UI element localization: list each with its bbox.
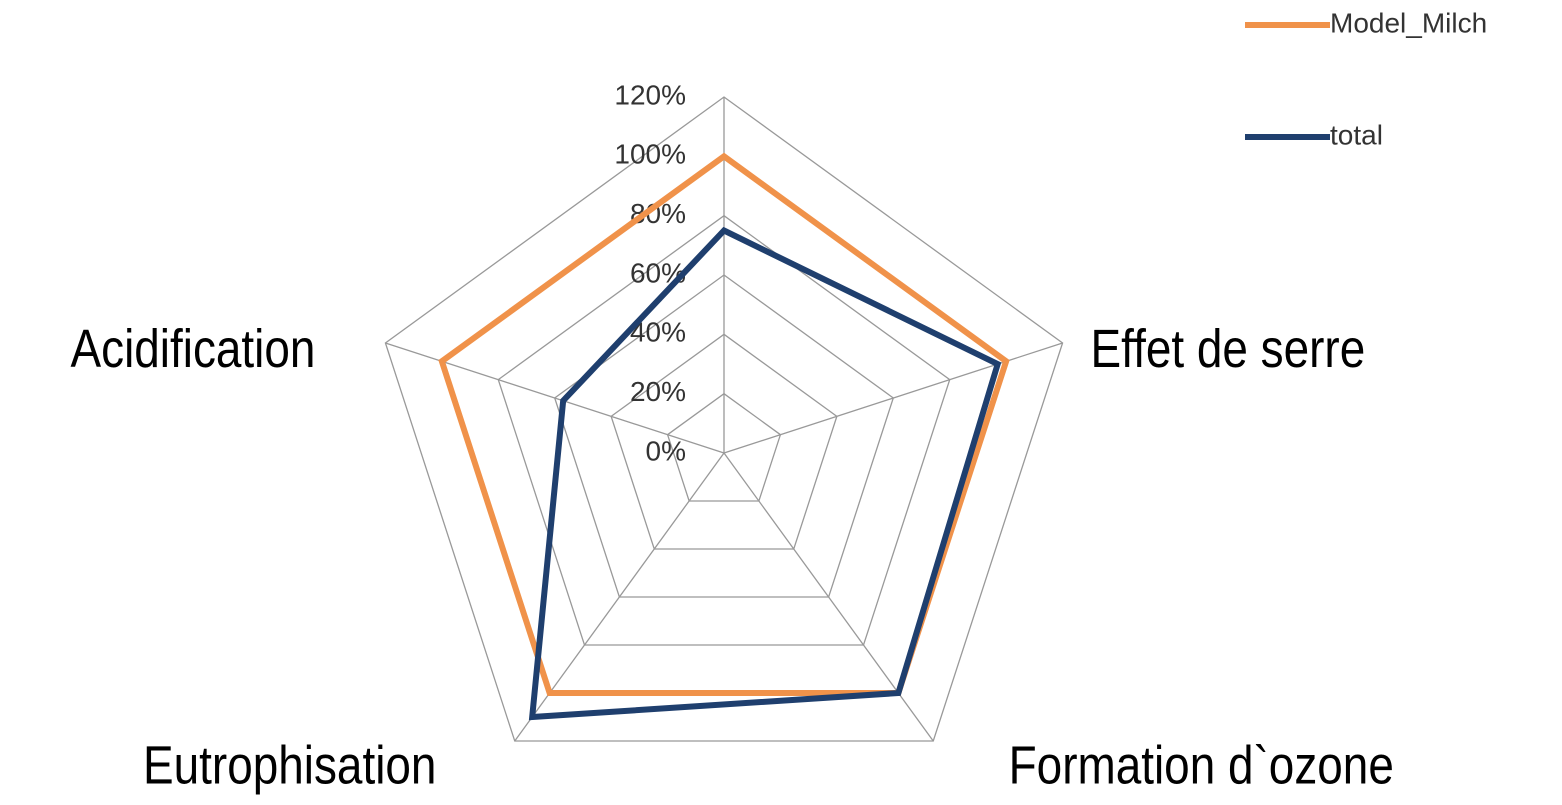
tick-label: 0% bbox=[646, 435, 686, 466]
tick-label: 120% bbox=[614, 79, 686, 110]
grid-ring bbox=[666, 392, 782, 502]
grid-ring bbox=[497, 214, 951, 646]
tick-label: 20% bbox=[630, 376, 686, 407]
series-line bbox=[438, 152, 1010, 697]
tick-label: 100% bbox=[614, 139, 686, 170]
grid-ring bbox=[384, 96, 1064, 742]
category-label: Acidification bbox=[71, 319, 316, 379]
category-label: Effet de serre bbox=[1091, 319, 1366, 379]
legend-label: total bbox=[1330, 119, 1383, 150]
axis-spoke bbox=[723, 342, 1063, 454]
series-line bbox=[528, 226, 1002, 721]
legend-label: Model_Milch bbox=[1330, 7, 1487, 38]
category-label: Eutrophisation bbox=[143, 735, 436, 795]
category-label: Formation d`ozone bbox=[1009, 735, 1394, 795]
grid-ring bbox=[610, 333, 838, 550]
